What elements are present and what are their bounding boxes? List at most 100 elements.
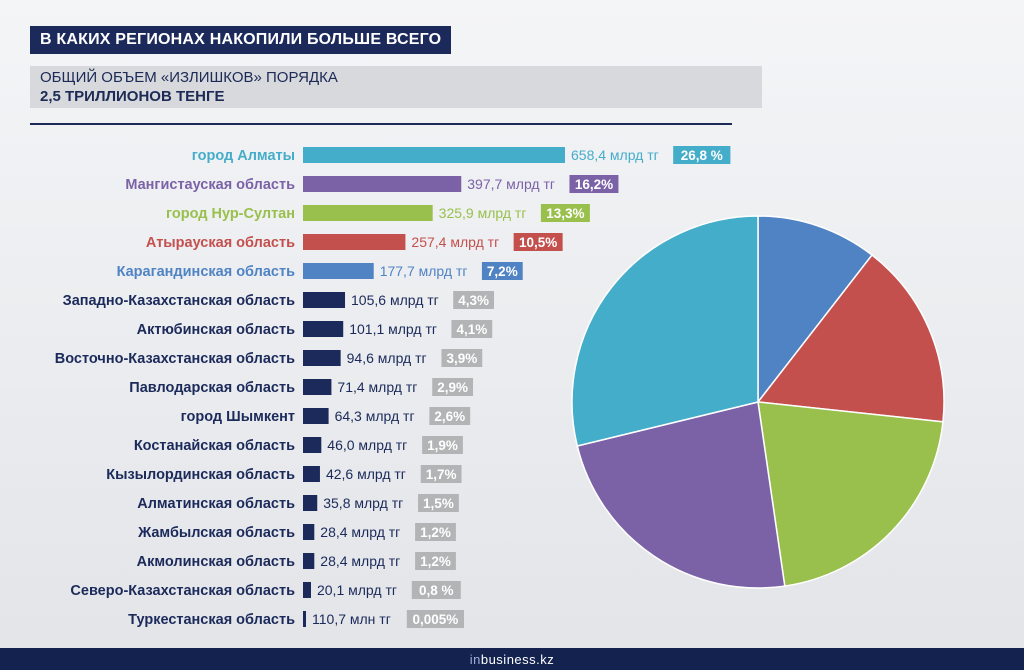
percent-badge [513,233,563,251]
category-label: Карагандинская область [117,264,296,280]
category-label: Павлодарская область [129,380,295,396]
category-label: Мангистауская область [125,177,295,193]
value-label: 28,4 млрд тг [320,524,400,540]
value-label: 20,1 млрд тг [317,582,397,598]
logo-prefix: in [469,651,481,667]
category-label: Западно-Казахстанская область [63,293,295,309]
percent-label: 1,2% [420,554,451,569]
pie-slice [757,215,874,405]
percent-label: 4,1% [456,322,487,337]
value-label: 110,7 млн тг [312,611,391,627]
category-label: Жамбылская область [137,525,295,541]
pie-slice [756,253,945,423]
bar [303,524,315,540]
percent-label: 0,8 % [419,583,454,598]
bar [303,176,462,192]
category-label: Кызылординская область [106,467,295,483]
percent-label: 13,3% [546,206,584,221]
bar [303,234,406,250]
percent-label: 2,9% [437,380,468,395]
category-label: Туркестанская область [128,612,295,628]
category-label: город Шымкент [181,409,295,425]
percent-label: 3,9% [446,351,477,366]
pie-slice [576,401,786,589]
percent-badge [432,378,474,396]
logo-rest: business.kz [480,651,555,667]
bar [303,437,322,453]
bar [303,495,318,511]
bar [303,350,341,366]
bar [303,321,344,337]
value-label: 325,9 млрд тг [439,205,527,221]
percent-badge [673,146,731,164]
header-divider [30,123,732,125]
value-label: 94,6 млрд тг [347,350,427,366]
percent-label: 1,2% [420,525,451,540]
chart-title-text: В КАКИХ РЕГИОНАХ НАКОПИЛИ БОЛЬШЕ ВСЕГО [40,31,442,48]
percent-label: 10,5% [519,235,557,250]
value-label: 42,6 млрд тг [326,466,406,482]
bar [303,147,565,163]
pie-slice [757,401,944,587]
percent-badge [420,465,462,483]
category-label: Акмолинская область [137,554,295,570]
site-logo[interactable]: inbusiness.kz [470,652,555,667]
percent-badge [406,610,464,628]
value-label: 397,7 млрд тг [467,176,555,192]
percent-badge [453,291,495,309]
percent-badge [569,175,619,193]
category-label: Восточно-Казахстанская область [55,351,295,367]
footer-bar: inbusiness.kz [0,648,1024,670]
percent-label: 16,2% [575,177,613,192]
category-label: Атырауская область [146,235,295,251]
value-label: 64,3 млрд тг [335,408,415,424]
value-label: 71,4 млрд тг [337,379,417,395]
bar [303,292,346,308]
percent-badge [481,262,523,280]
subtitle-box: ОБЩИЙ ОБЪЕМ «ИЗЛИШКОВ» ПОРЯДКА 2,5 ТРИЛЛ… [30,66,762,108]
percent-badge [429,407,471,425]
percent-label: 1,9% [427,438,458,453]
bar [303,466,320,482]
percent-badge [415,552,456,570]
percent-label: 1,5% [423,496,454,511]
category-label: Северо-Казахстанская область [70,583,295,599]
category-label: Актюбинская область [137,322,295,338]
value-label: 177,7 млрд тг [380,263,468,279]
percent-label: 2,6% [434,409,465,424]
pie-slice [571,215,759,447]
value-label: 658,4 млрд тг [571,147,659,163]
bar [303,553,315,569]
percent-badge [415,523,456,541]
bar [303,611,306,627]
bar [303,408,329,424]
percent-badge [540,204,590,222]
bar [303,582,311,598]
value-label: 257,4 млрд тг [411,234,499,250]
value-label: 46,0 млрд тг [327,437,407,453]
value-label: 35,8 млрд тг [323,495,403,511]
percent-label: 26,8 % [681,148,723,163]
subtitle-line-1: ОБЩИЙ ОБЪЕМ «ИЗЛИШКОВ» ПОРЯДКА [40,69,338,86]
subtitle-line-2: 2,5 ТРИЛЛИОНОВ ТЕНГЕ [40,88,225,105]
value-label: 28,4 млрд тг [320,553,400,569]
value-label: 105,6 млрд тг [351,292,439,308]
category-label: Костанайская область [134,438,295,454]
percent-badge [422,436,463,454]
chart-area: город Алматы 658,4 млрд тг 26,8 % Мангистау… [55,146,945,628]
value-label: 101,1 млрд тг [349,321,437,337]
percent-badge [441,349,483,367]
percent-label: 1,7% [426,467,457,482]
percent-label: 4,3% [458,293,489,308]
bar [303,263,374,279]
bar [303,205,433,221]
chart-title: В КАКИХ РЕГИОНАХ НАКОПИЛИ БОЛЬШЕ ВСЕГО [30,26,452,54]
category-label: Алматинская область [137,496,295,512]
percent-badge [418,494,459,512]
bar [303,379,332,395]
category-label: город Нур-Султан [166,206,295,222]
percent-label: 7,2% [487,264,518,279]
percent-badge [411,581,461,599]
percent-label: 0,005% [413,612,459,627]
percent-badge [451,320,493,338]
